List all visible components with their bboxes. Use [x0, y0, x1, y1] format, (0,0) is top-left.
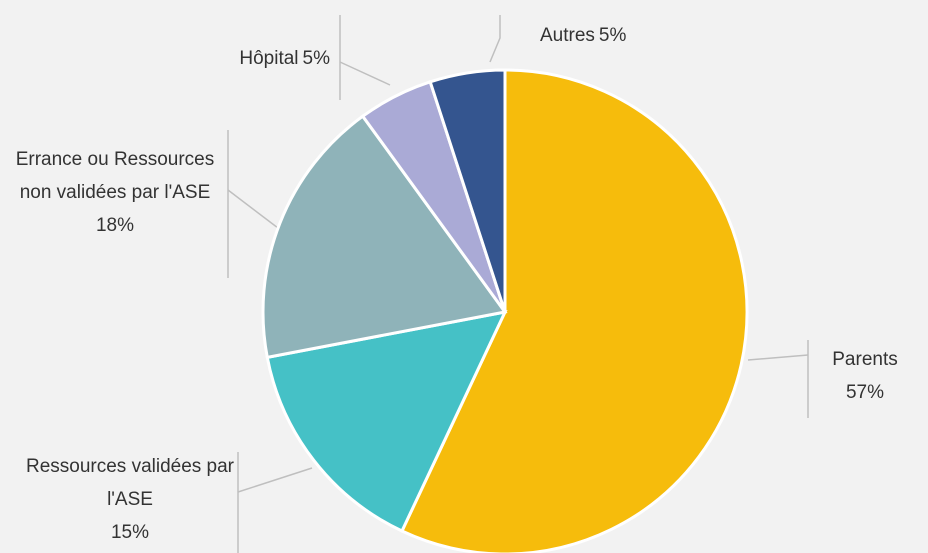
- slice-label: Autres 5%: [540, 19, 700, 52]
- pie-slice: [265, 309, 508, 533]
- leader-line: [339, 61, 391, 86]
- slice-label: Ressources validées par l'ASE 15%: [20, 450, 240, 549]
- pie-slice: [428, 68, 507, 313]
- value-label: 15%: [110, 522, 150, 543]
- category-label: Autres: [540, 25, 595, 46]
- slice-label: Parents 57%: [815, 343, 915, 409]
- slice-label: Hôpital 5%: [150, 42, 330, 75]
- leader-line: [747, 354, 809, 361]
- category-label: Ressources validées par l'ASE: [25, 456, 235, 510]
- pie-slice: [261, 114, 508, 360]
- category-label: Hôpital: [239, 48, 299, 69]
- slice-label: Errance ou Ressources non validées par l…: [5, 143, 225, 242]
- leaders: [227, 15, 809, 553]
- value-label: 5%: [598, 25, 627, 46]
- leader-line: [489, 15, 501, 63]
- leader-line: [227, 189, 279, 229]
- value-label: 57%: [845, 382, 885, 403]
- value-label: 18%: [95, 215, 135, 236]
- slices: [261, 68, 749, 553]
- value-label: 5%: [302, 48, 330, 69]
- category-label: Parents: [832, 349, 898, 370]
- leader-line: [237, 467, 313, 493]
- category-label: Errance ou Ressources non validées par l…: [15, 149, 215, 203]
- pie-slice: [399, 68, 749, 553]
